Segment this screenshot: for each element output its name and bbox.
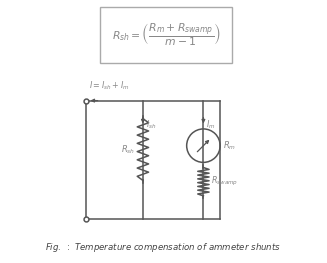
Text: $\mathit{Fig.\ :\ Temperature\ compensation\ of\ ammeter\ shunts}$: $\mathit{Fig.\ :\ Temperature\ compensat… — [45, 241, 282, 254]
FancyBboxPatch shape — [100, 7, 232, 63]
Text: $R_{sh} = \left(\dfrac{R_m + R_{swamp}}{m - 1}\right)$: $R_{sh} = \left(\dfrac{R_m + R_{swamp}}{… — [112, 22, 220, 48]
Text: $I = I_{sh} + I_m$: $I = I_{sh} + I_m$ — [89, 79, 129, 92]
Text: $R_{swamp}$: $R_{swamp}$ — [211, 175, 238, 188]
Text: $I_m$: $I_m$ — [206, 119, 216, 131]
Text: $I_{sh}$: $I_{sh}$ — [146, 119, 156, 131]
Text: $R_{sh}$: $R_{sh}$ — [121, 143, 135, 156]
Text: $R_m$: $R_m$ — [223, 139, 236, 152]
